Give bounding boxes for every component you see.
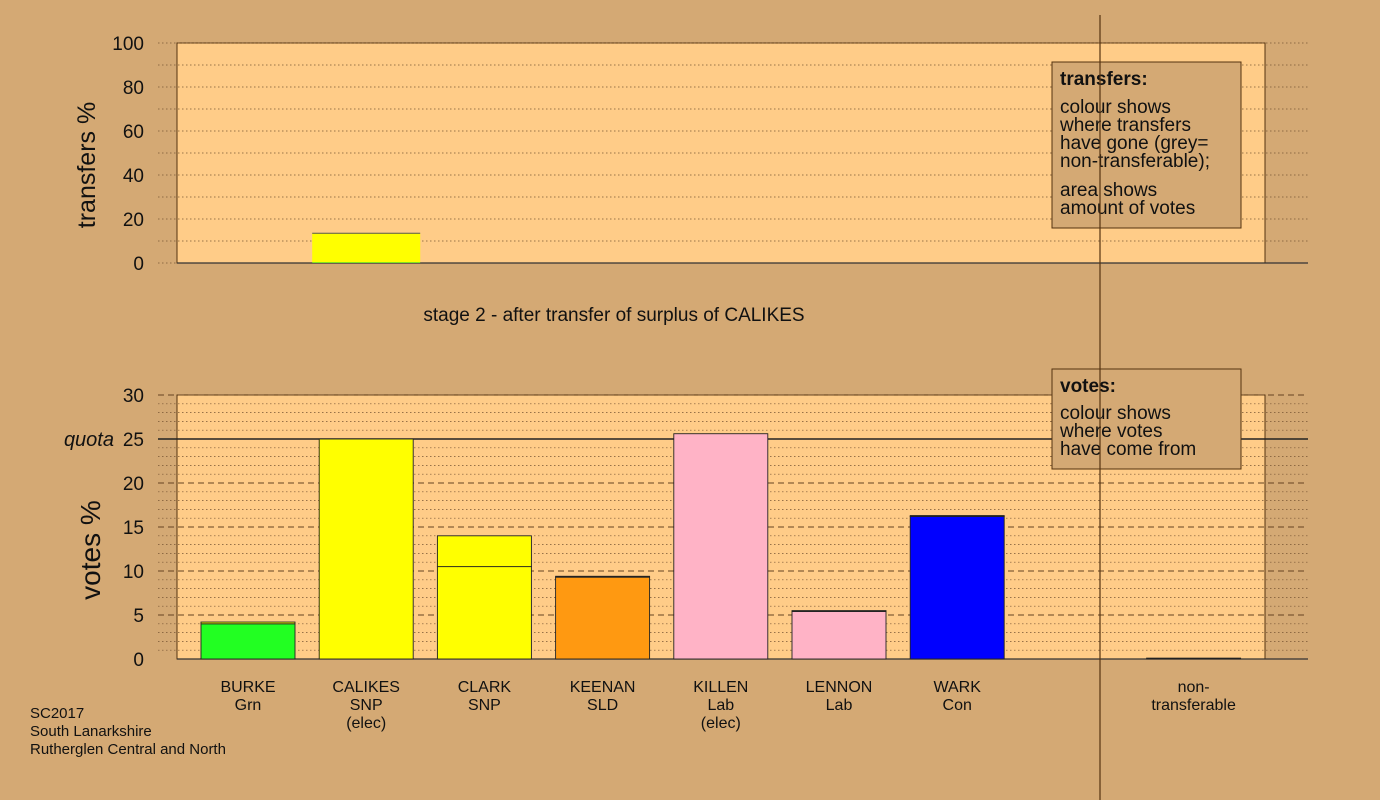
votes-bar-segment: [673, 433, 769, 660]
votes-category-label: Con: [943, 697, 972, 714]
transfers-tick-label: 60: [123, 122, 144, 143]
transfers-tick-label: 0: [133, 254, 144, 275]
votes-bar-segment: [791, 611, 887, 660]
votes-category-label: CLARK: [458, 679, 512, 696]
transfers-legend-line: area shows: [1060, 180, 1157, 201]
votes-bar-segment: [1146, 657, 1242, 660]
votes-category-label: Lab: [707, 697, 734, 714]
transfers-tick-label: 80: [123, 78, 144, 99]
footer-line: SC2017: [30, 705, 84, 722]
votes-chart: 051015202530quotaBURKEGrnCALIKESSNP(elec…: [64, 368, 1308, 732]
votes-bar-segment: [555, 575, 651, 578]
votes-category-label: SNP: [350, 697, 383, 714]
votes-category-label: KILLEN: [693, 679, 748, 696]
votes-tick-label: 25: [123, 430, 144, 451]
votes-bar-segment: [909, 515, 1005, 517]
transfers-tick-label: 20: [123, 210, 144, 231]
transfers-legend-line: amount of votes: [1060, 198, 1195, 219]
votes-tick-label: 20: [123, 474, 144, 495]
votes-bar-segment: [436, 566, 532, 660]
transfers-legend-line: where transfers: [1059, 115, 1191, 136]
stage-caption: stage 2 - after transfer of surplus of C…: [423, 305, 804, 326]
transfers-legend-title: transfers:: [1060, 69, 1148, 90]
votes-category-label: SLD: [587, 697, 618, 714]
transfers-axis-label: transfers %: [73, 102, 101, 228]
transfers-chart: 0 20 40 60 80 100 transfers % stage 2 - after t…: [73, 34, 1308, 326]
votes-category-label: (elec): [701, 715, 741, 732]
votes-category-label: LENNON: [806, 679, 873, 696]
votes-bar-segment: [200, 623, 296, 660]
votes-category-label: transferable: [1151, 697, 1236, 714]
transfers-legend-line: non-transferable);: [1060, 151, 1210, 172]
transfers-bar-segment: [312, 233, 421, 263]
transfers-bar-segment: [312, 262, 421, 263]
votes-bar-segment: [909, 515, 1005, 660]
votes-legend-box: [1051, 368, 1242, 470]
votes-category-label: CALIKES: [332, 679, 400, 696]
votes-legend-title: votes:: [1060, 376, 1116, 397]
votes-category-label: BURKE: [220, 679, 275, 696]
transfers-tick-label: 40: [123, 166, 144, 187]
votes-category-label: Grn: [235, 697, 262, 714]
footer-line: South Lanarkshire: [30, 723, 152, 740]
votes-bar-segment: [791, 610, 887, 612]
votes-bar-segment: [318, 438, 414, 660]
quota-label: quota: [64, 429, 114, 451]
votes-legend-line: have come from: [1060, 439, 1196, 460]
transfers-legend-line: have gone (grey=: [1060, 133, 1208, 154]
votes-tick-label: 5: [133, 606, 144, 627]
votes-legend-line: colour shows: [1060, 403, 1171, 424]
votes-category-label: Lab: [826, 697, 853, 714]
votes-tick-label: 10: [123, 562, 144, 583]
transfers-legend-box: [1051, 61, 1242, 229]
footer-line: Rutherglen Central and North: [30, 741, 226, 758]
votes-bar-segment: [436, 535, 532, 568]
votes-category-label: non-: [1178, 679, 1210, 696]
votes-tick-label: 0: [133, 650, 144, 671]
votes-tick-label: 15: [123, 518, 144, 539]
votes-axis-label: votes %: [75, 500, 106, 600]
votes-bar-segment: [555, 576, 651, 660]
votes-bar-segment: [200, 621, 296, 625]
transfers-tick-label: 100: [112, 34, 144, 55]
votes-legend-line: where votes: [1059, 421, 1162, 442]
votes-category-label: (elec): [346, 715, 386, 732]
votes-category-label: SNP: [468, 697, 501, 714]
votes-category-label: KEENAN: [570, 679, 636, 696]
transfers-legend-line: colour shows: [1060, 97, 1171, 118]
votes-tick-label: 30: [123, 386, 144, 407]
votes-category-label: WARK: [933, 679, 981, 696]
